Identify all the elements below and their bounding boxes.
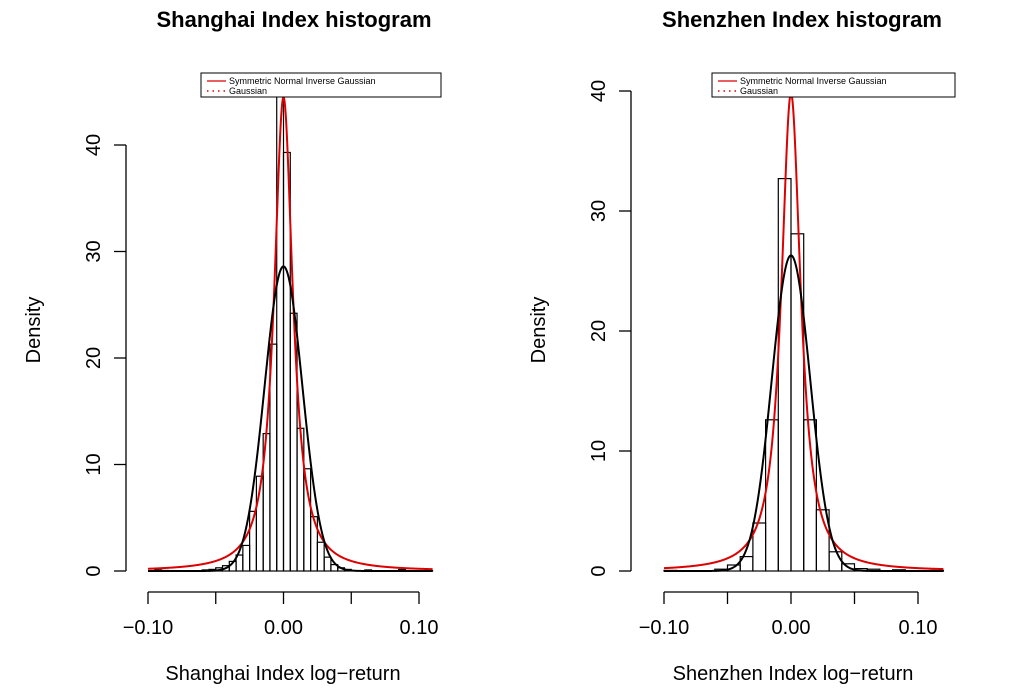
y-axis-label: Density (23, 297, 45, 364)
shenzhen-histogram-panel: Shenzhen Index histogram Density Shenzhe… (528, 7, 956, 685)
y-tick-label: 30 (83, 240, 105, 262)
gaussian-curve (148, 265, 433, 572)
y-tick-label: 10 (588, 440, 610, 462)
x-tick-label: −0.10 (639, 617, 690, 639)
y-tick-label: 0 (83, 565, 105, 576)
legend-box (711, 72, 956, 98)
histogram-bar (815, 509, 830, 572)
chart-title: Shanghai Index histogram (156, 7, 431, 32)
shanghai-histogram-panel: Shanghai Index histogram Density Shangha… (23, 7, 442, 685)
y-tick-label: 0 (588, 565, 610, 576)
histogram-bar (841, 563, 856, 572)
y-tick-label: 40 (588, 80, 610, 102)
legend: Symmetric Normal Inverse Gaussian Gaussi… (200, 72, 442, 98)
histogram-bar (242, 544, 251, 572)
y-tick-label: 10 (83, 453, 105, 475)
legend: Symmetric Normal Inverse Gaussian Gaussi… (711, 72, 956, 98)
histogram-bar (316, 541, 325, 572)
y-tick-label: 40 (83, 134, 105, 156)
histogram-bars (663, 178, 945, 572)
y-tick-label: 30 (588, 200, 610, 222)
legend-label-nig: Symmetric Normal Inverse Gaussian (229, 76, 376, 86)
histogram-bar (276, 89, 285, 572)
x-tick-label: 0.00 (772, 617, 811, 639)
x-tick-label: 0.10 (899, 617, 938, 639)
density-curves (663, 91, 944, 572)
histogram-bar (777, 178, 792, 572)
legend-box (200, 72, 442, 98)
histogram-bar (323, 556, 332, 572)
x-tick-label: −0.10 (123, 617, 174, 639)
axis-ticks: −0.10 0.00 0.10 0 10 20 30 40 (588, 80, 937, 639)
density-curves (147, 94, 433, 572)
histogram-bar (790, 233, 805, 572)
legend-label-nig: Symmetric Normal Inverse Gaussian (740, 76, 887, 86)
y-tick-label: 20 (588, 320, 610, 342)
legend-label-gaussian: Gaussian (740, 86, 778, 96)
histogram-bar (828, 551, 843, 572)
chart-title: Shenzhen Index histogram (662, 7, 942, 32)
nig-curve (147, 94, 433, 571)
y-tick-label: 20 (83, 347, 105, 369)
x-tick-label: 0.00 (264, 617, 303, 639)
x-axis-label: Shenzhen Index log−return (673, 663, 914, 685)
y-axis-label: Density (528, 297, 550, 364)
x-tick-label: 0.10 (400, 617, 439, 639)
axis-ticks: −0.10 0.00 0.10 0 10 20 30 40 (83, 134, 438, 639)
x-axis-label: Shanghai Index log−return (165, 663, 400, 685)
legend-label-gaussian: Gaussian (229, 86, 267, 96)
gaussian-curve (664, 254, 944, 572)
nig-curve (663, 91, 944, 571)
